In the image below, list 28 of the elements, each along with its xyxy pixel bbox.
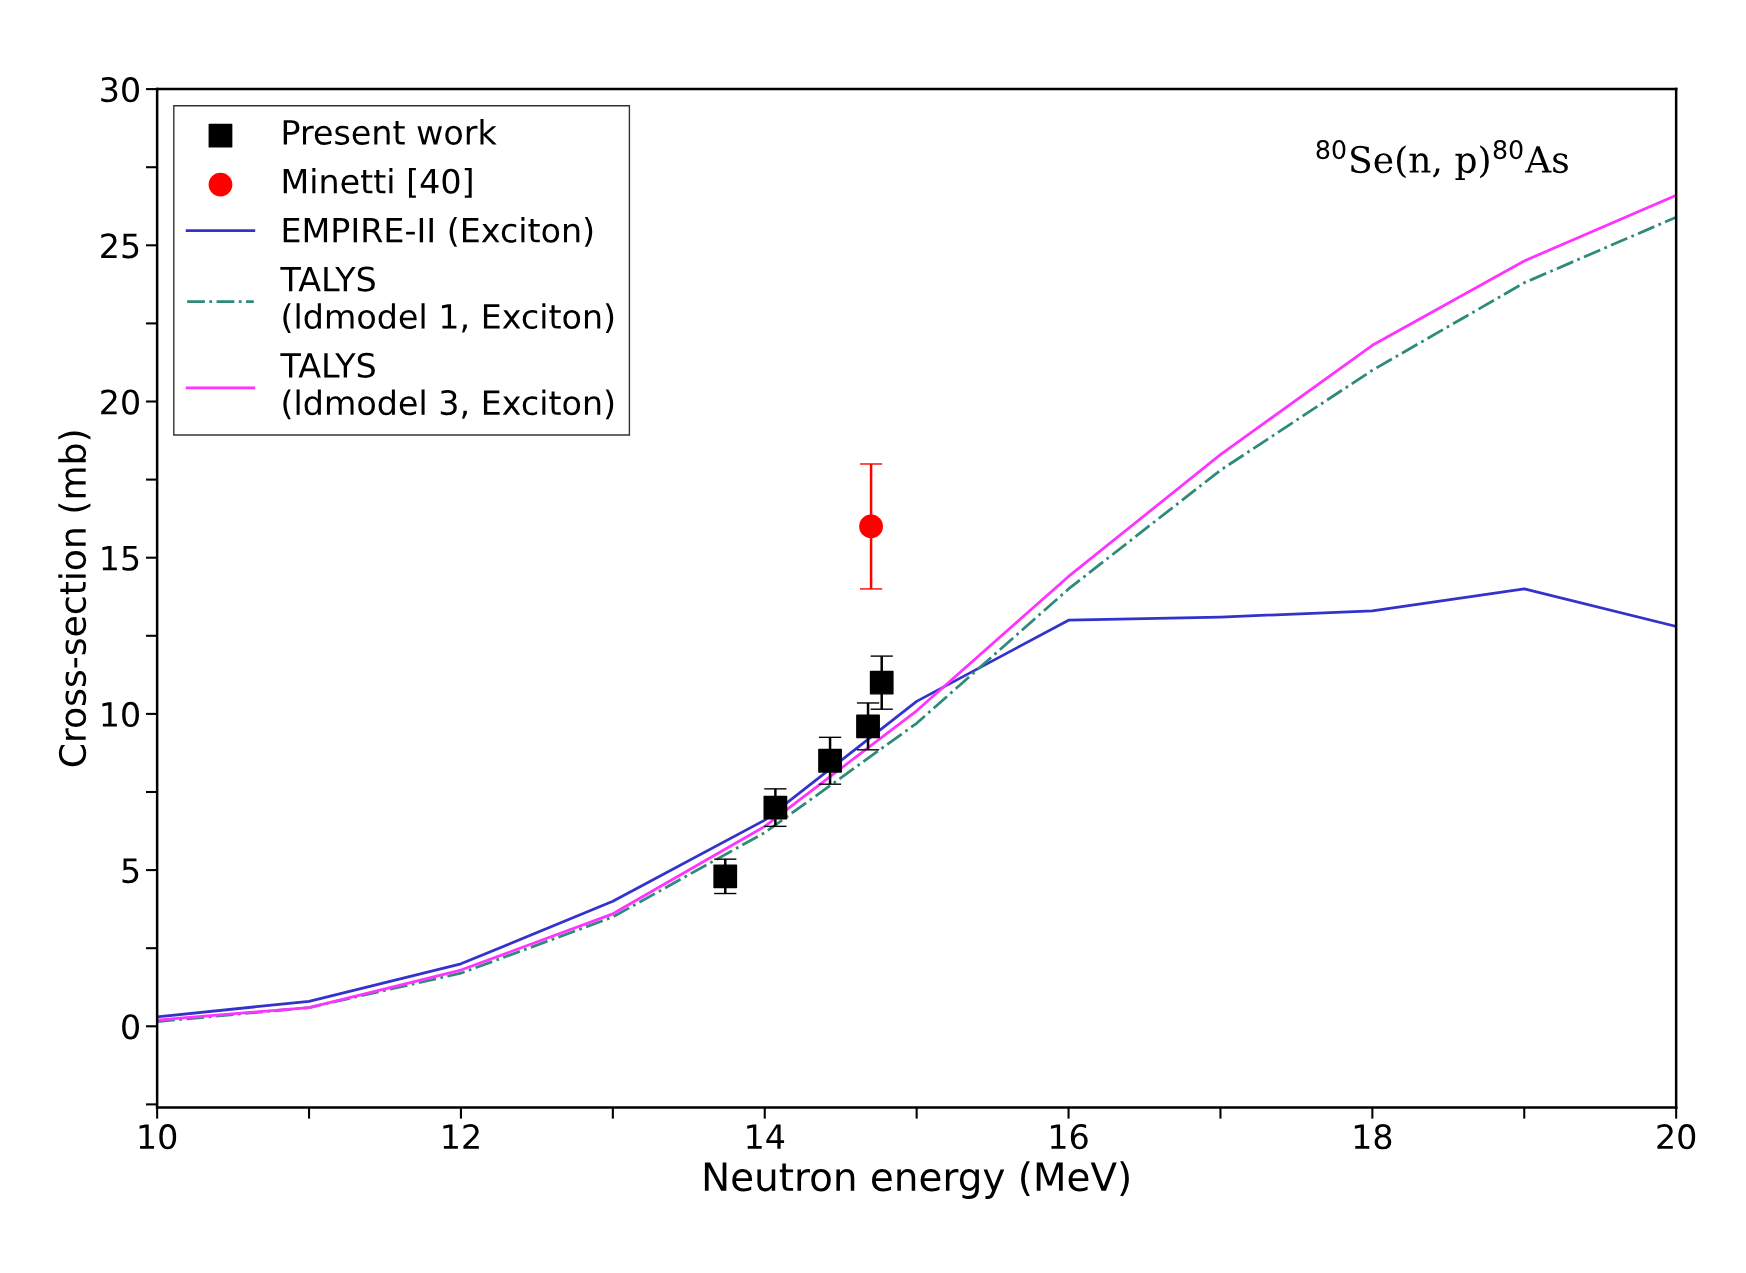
x-tick-label: 20: [1657, 1124, 1696, 1150]
line-series: [157, 587, 1677, 1019]
y-axis-title: Cross-section (mb): [58, 431, 91, 767]
y-tick-label: 30: [101, 77, 139, 103]
y-tick-label: 10: [102, 701, 139, 728]
point: [713, 864, 738, 889]
legend-label: Minetti [40]: [283, 168, 472, 198]
y-tick-label: 5: [122, 858, 139, 884]
y-tick-label: 15: [102, 546, 139, 571]
legend-label: TALYS (ldmodel 3, Exciton): [280, 352, 614, 420]
point: [818, 748, 842, 773]
y-tick-label: 0: [122, 1014, 139, 1040]
legend-label: EMPIRE-II (Exciton): [283, 216, 593, 247]
y-tick-label: 25: [101, 233, 139, 259]
annotation: $^{80}$Se(n, p)$^{80}$As: [1316, 140, 1568, 181]
x-tick-label: 16: [1051, 1124, 1088, 1150]
x-tick-label: 12: [443, 1124, 479, 1149]
x-tick-label: 10: [139, 1124, 177, 1150]
y-tick-label: 20: [101, 389, 139, 415]
legend-label: TALYS (ldmodel 1, Exciton): [280, 266, 614, 333]
point: [859, 514, 883, 539]
point: [856, 714, 880, 739]
legend-label: Present work: [283, 119, 497, 145]
x-tick-label: 14: [747, 1124, 785, 1149]
x-tick-label: 18: [1354, 1124, 1392, 1150]
x-axis-title: Neutron energy (MeV): [704, 1161, 1129, 1199]
point: [869, 670, 894, 695]
point: [763, 795, 788, 820]
